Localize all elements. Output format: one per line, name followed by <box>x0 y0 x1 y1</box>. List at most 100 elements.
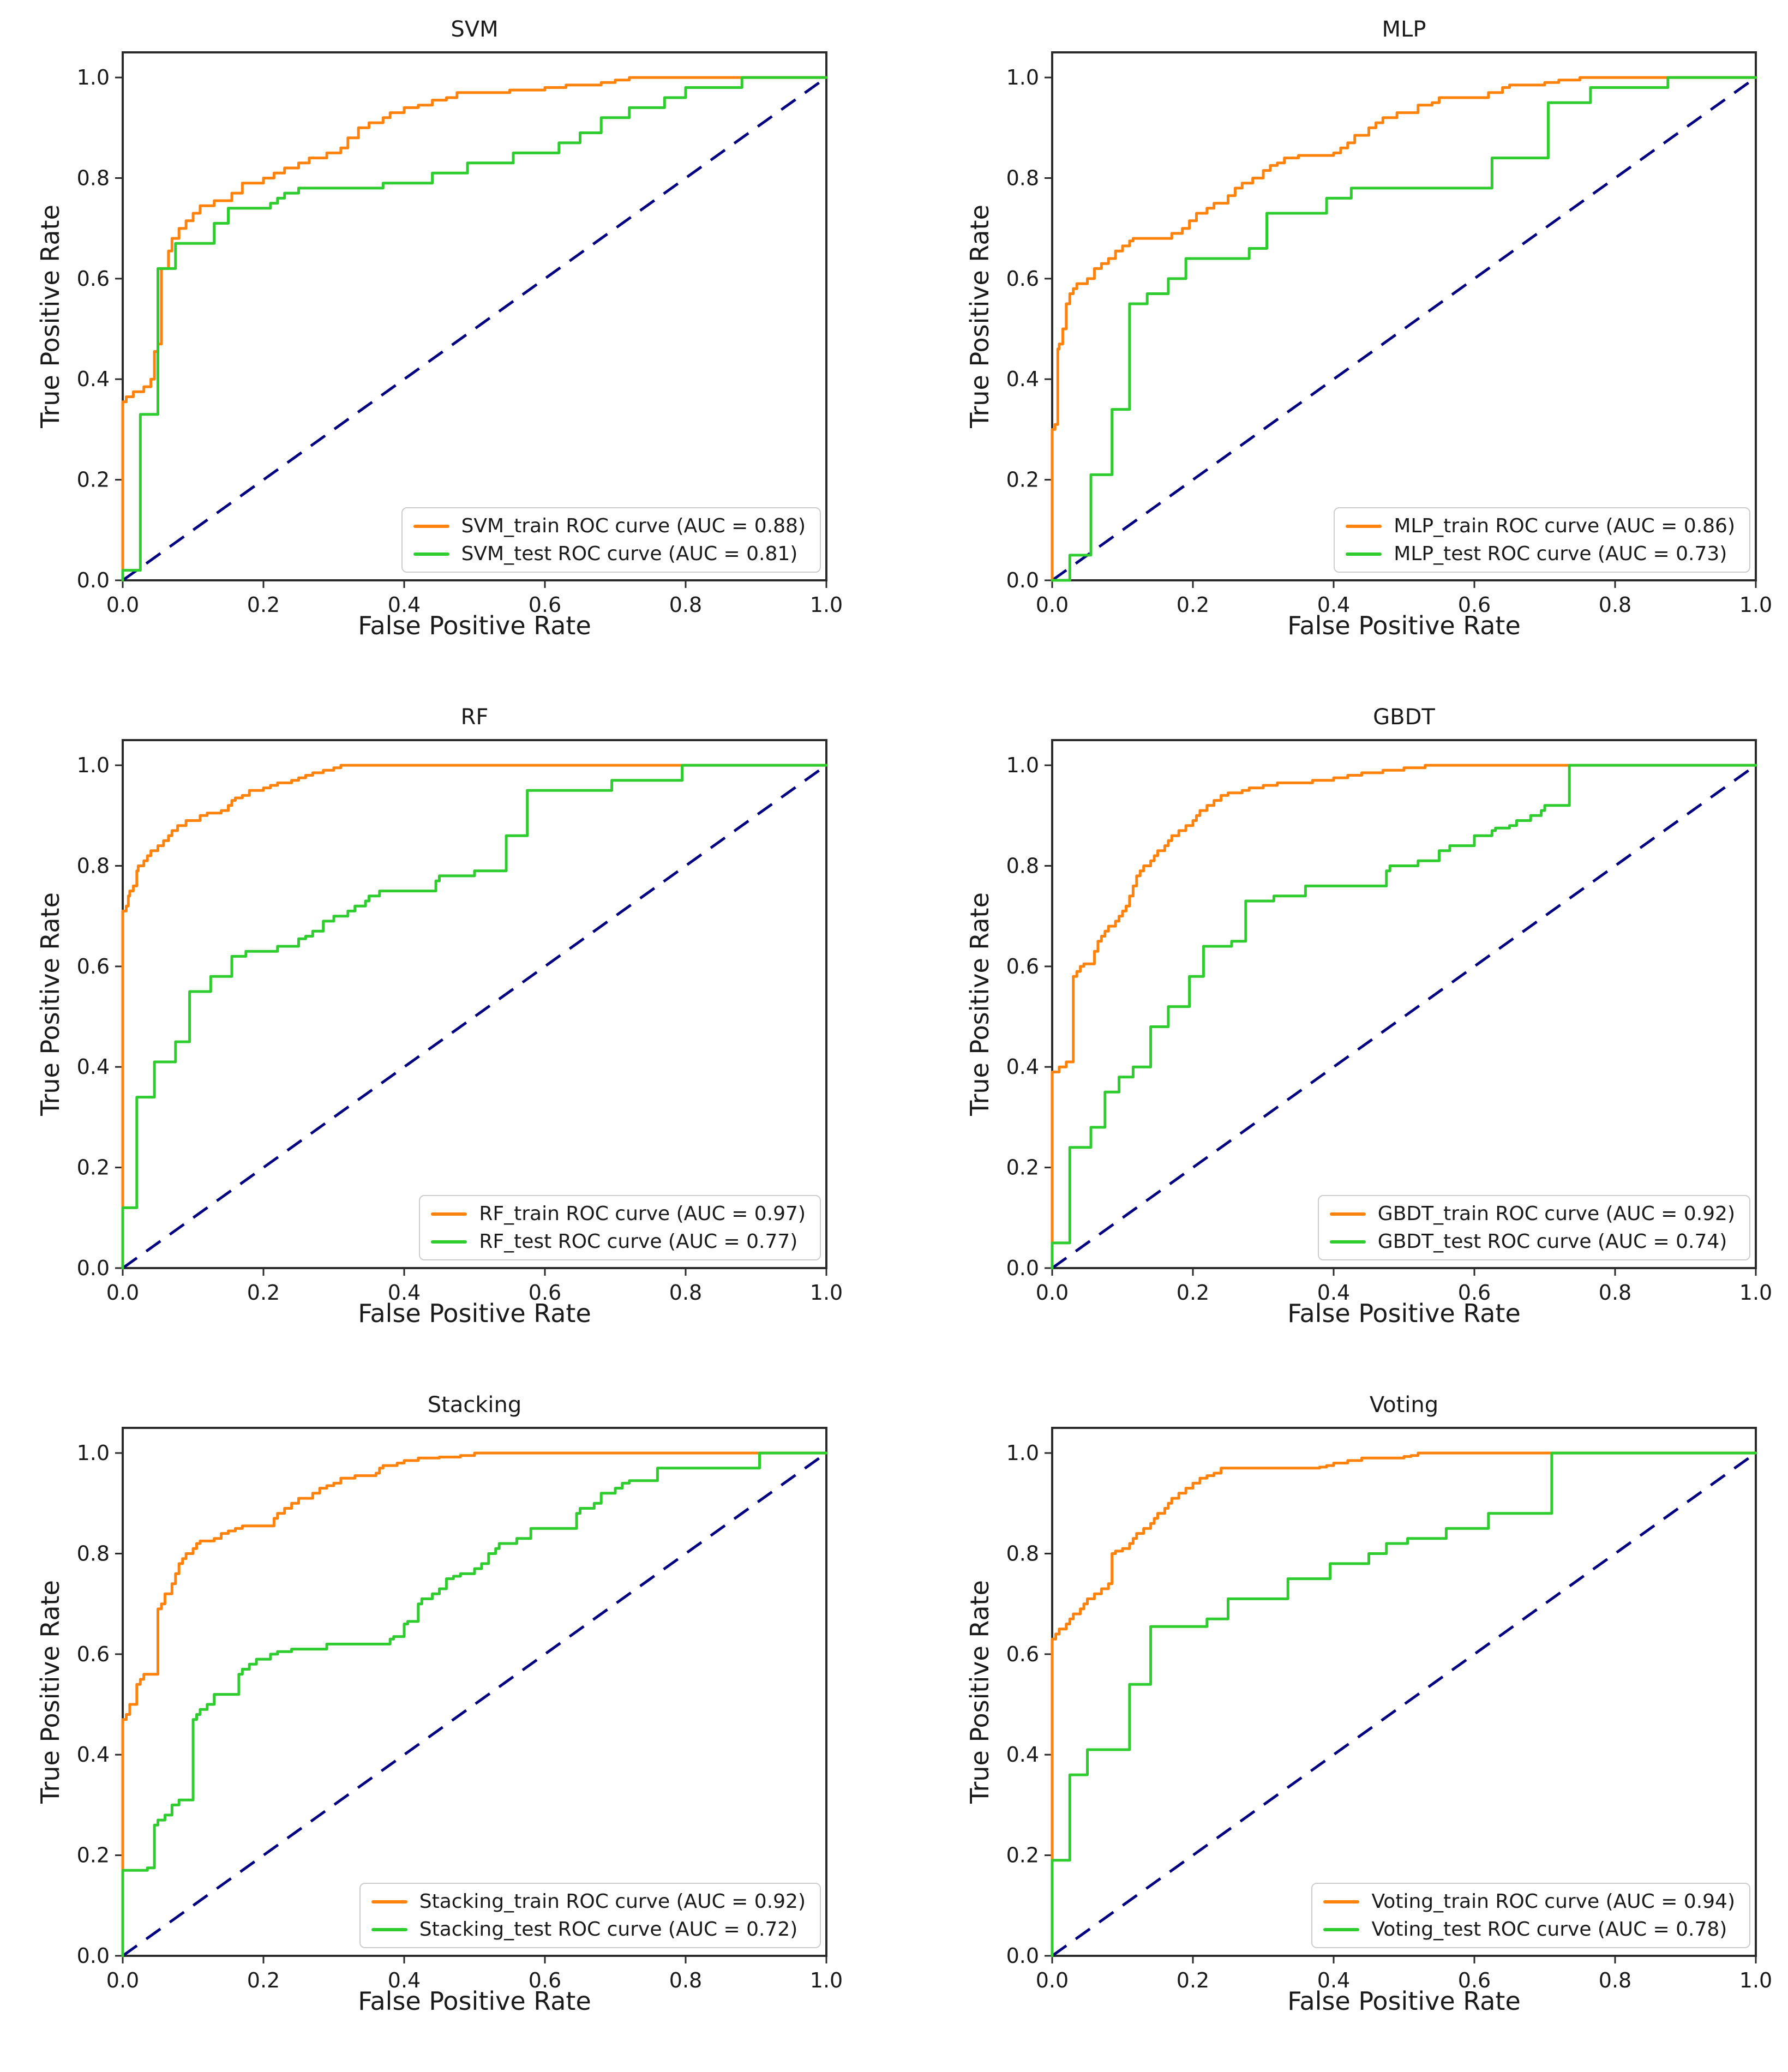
y-tick-label: 0.6 <box>77 954 110 978</box>
test-roc-curve <box>1051 1451 1757 1957</box>
y-tick-label: 0.0 <box>1006 1256 1039 1280</box>
x-tick-label: 0.2 <box>247 1968 280 1992</box>
x-tick-label: 0.4 <box>1317 593 1350 617</box>
x-tick-label: 0.2 <box>247 593 280 617</box>
legend-item-test: RF_test ROC curve (AUC = 0.77) <box>431 1230 806 1253</box>
legend-label: Voting_test ROC curve (AUC = 0.78) <box>1371 1918 1727 1941</box>
roc-axes-rf: 0.0 0.2 0.4 0.6 0.8 1.0 0.0 0.2 0.4 0.6 0.8 1.0 <box>77 739 843 1305</box>
test-line-swatch <box>1346 552 1382 556</box>
roc-axes-voting: 0.0 0.2 0.4 0.6 0.8 1.0 0.0 0.2 0.4 0.6 0.8 1.0 <box>1006 1427 1772 1992</box>
legend: GBDT_train ROC curve (AUC = 0.92) GBDT_t… <box>1317 1195 1750 1260</box>
legend: MLP_train ROC curve (AUC = 0.86) MLP_tes… <box>1334 507 1750 573</box>
y-tick-label: 1.0 <box>77 65 110 89</box>
test-line-swatch <box>431 1240 467 1244</box>
x-tick-label: 0.0 <box>106 1281 139 1305</box>
legend: Voting_train ROC curve (AUC = 0.94) Voti… <box>1311 1883 1750 1948</box>
x-axis-label: False Positive Rate <box>358 611 591 640</box>
y-tick-label: 0.0 <box>1006 1944 1039 1968</box>
y-tick-label: 0.4 <box>77 1055 110 1079</box>
legend-item-train: GBDT_train ROC curve (AUC = 0.92) <box>1329 1203 1735 1225</box>
x-tick-label: 0.6 <box>529 593 561 617</box>
y-axis-label: True Positive Rate <box>965 205 994 428</box>
train-roc-curve <box>121 764 828 1270</box>
y-tick-label: 0.0 <box>77 1256 110 1280</box>
axes-frame <box>1051 51 1757 581</box>
x-tick-label: 0.8 <box>669 593 702 617</box>
y-tick-label: 0.4 <box>1006 1055 1039 1079</box>
test-line-swatch <box>1329 1240 1366 1244</box>
chance-diagonal-line <box>1051 76 1757 582</box>
legend-item-test: Stacking_test ROC curve (AUC = 0.72) <box>371 1918 806 1941</box>
test-line-swatch <box>413 552 449 556</box>
x-tick-label: 0.8 <box>1599 593 1631 617</box>
legend-item-test: MLP_test ROC curve (AUC = 0.73) <box>1346 543 1735 565</box>
roc-axes-mlp: 0.0 0.2 0.4 0.6 0.8 1.0 0.0 0.2 0.4 0.6 0.8 1.0 <box>1006 51 1772 617</box>
x-tick-label: 1.0 <box>1739 1281 1772 1305</box>
roc-subplot-gbdt: 0.0 0.2 0.4 0.6 0.8 1.0 0.0 0.2 0.4 0.6 0.8 1.0 GBD… <box>916 696 1788 1384</box>
train-line-swatch <box>1346 524 1382 528</box>
x-tick-label: 1.0 <box>810 1281 843 1305</box>
chance-diagonal-line <box>122 76 827 582</box>
legend-label: Stacking_test ROC curve (AUC = 0.72) <box>419 1918 798 1941</box>
legend-label: SVM_test ROC curve (AUC = 0.81) <box>461 543 798 565</box>
train-line-swatch <box>1323 1900 1360 1903</box>
x-tick-label: 0.2 <box>1177 1968 1209 1992</box>
legend-label: GBDT_train ROC curve (AUC = 0.92) <box>1377 1203 1735 1225</box>
y-tick-label: 0.0 <box>77 568 110 592</box>
y-tick-label: 0.2 <box>1006 1843 1039 1867</box>
x-tick-label: 0.8 <box>1599 1281 1631 1305</box>
legend-label: RF_train ROC curve (AUC = 0.97) <box>479 1203 806 1225</box>
x-axis-label: False Positive Rate <box>1287 1299 1521 1328</box>
legend-item-train: Stacking_train ROC curve (AUC = 0.92) <box>371 1890 806 1913</box>
test-roc-curve <box>121 76 828 582</box>
x-tick-label: 0.4 <box>388 1968 421 1992</box>
y-axis-label: True Positive Rate <box>35 1580 65 1804</box>
legend-label: GBDT_test ROC curve (AUC = 0.74) <box>1377 1230 1727 1253</box>
train-roc-curve <box>121 1451 828 1957</box>
axes-frame <box>122 739 827 1269</box>
x-tick-label: 0.6 <box>1458 593 1491 617</box>
y-tick-label: 1.0 <box>1006 753 1039 777</box>
test-line-swatch <box>371 1927 407 1931</box>
x-tick-label: 1.0 <box>810 593 843 617</box>
y-tick-label: 1.0 <box>1006 65 1039 89</box>
axes-frame <box>1051 1427 1757 1957</box>
train-line-swatch <box>371 1900 407 1903</box>
x-tick-label: 0.6 <box>529 1281 561 1305</box>
legend: Stacking_train ROC curve (AUC = 0.92) St… <box>359 1883 821 1948</box>
y-tick-label: 0.6 <box>77 1642 110 1666</box>
y-tick-label: 0.4 <box>1006 367 1039 391</box>
y-axis-label: True Positive Rate <box>965 892 994 1116</box>
y-tick-label: 0.6 <box>1006 1642 1039 1666</box>
x-tick-label: 0.0 <box>106 593 139 617</box>
legend: RF_train ROC curve (AUC = 0.97) RF_test … <box>419 1195 821 1260</box>
roc-subplot-mlp: 0.0 0.2 0.4 0.6 0.8 1.0 0.0 0.2 0.4 0.6 0.8 1.0 MLP… <box>916 9 1788 696</box>
x-tick-label: 0.8 <box>669 1968 702 1992</box>
legend-label: Voting_train ROC curve (AUC = 0.94) <box>1371 1890 1735 1913</box>
axes-frame <box>1051 739 1757 1269</box>
train-roc-curve <box>1051 76 1757 582</box>
legend-item-train: Voting_train ROC curve (AUC = 0.94) <box>1323 1890 1735 1913</box>
test-line-swatch <box>1323 1927 1360 1931</box>
chance-diagonal-line <box>1051 764 1757 1270</box>
y-tick-label: 0.0 <box>1006 568 1039 592</box>
y-tick-label: 0.6 <box>1006 954 1039 978</box>
y-tick-label: 1.0 <box>1006 1441 1039 1465</box>
y-tick-label: 0.2 <box>1006 468 1039 492</box>
test-roc-curve <box>121 764 828 1270</box>
x-tick-label: 0.2 <box>1177 593 1209 617</box>
x-tick-label: 1.0 <box>1739 1968 1772 1992</box>
y-tick-label: 0.8 <box>1006 1542 1039 1566</box>
legend-label: MLP_train ROC curve (AUC = 0.86) <box>1394 515 1735 537</box>
y-tick-label: 1.0 <box>77 1441 110 1465</box>
x-tick-label: 1.0 <box>810 1968 843 1992</box>
roc-subplot-voting: 0.0 0.2 0.4 0.6 0.8 1.0 0.0 0.2 0.4 0.6 0.8 1.0 Vot… <box>916 1384 1788 2072</box>
plot-title: Stacking <box>427 1392 522 1418</box>
x-tick-label: 0.6 <box>1458 1968 1491 1992</box>
plot-title: SVM <box>451 17 499 42</box>
y-tick-label: 0.8 <box>1006 166 1039 190</box>
y-tick-label: 1.0 <box>77 753 110 777</box>
roc-axes-gbdt: 0.0 0.2 0.4 0.6 0.8 1.0 0.0 0.2 0.4 0.6 0.8 1.0 <box>1006 739 1772 1305</box>
y-tick-label: 0.4 <box>77 367 110 391</box>
